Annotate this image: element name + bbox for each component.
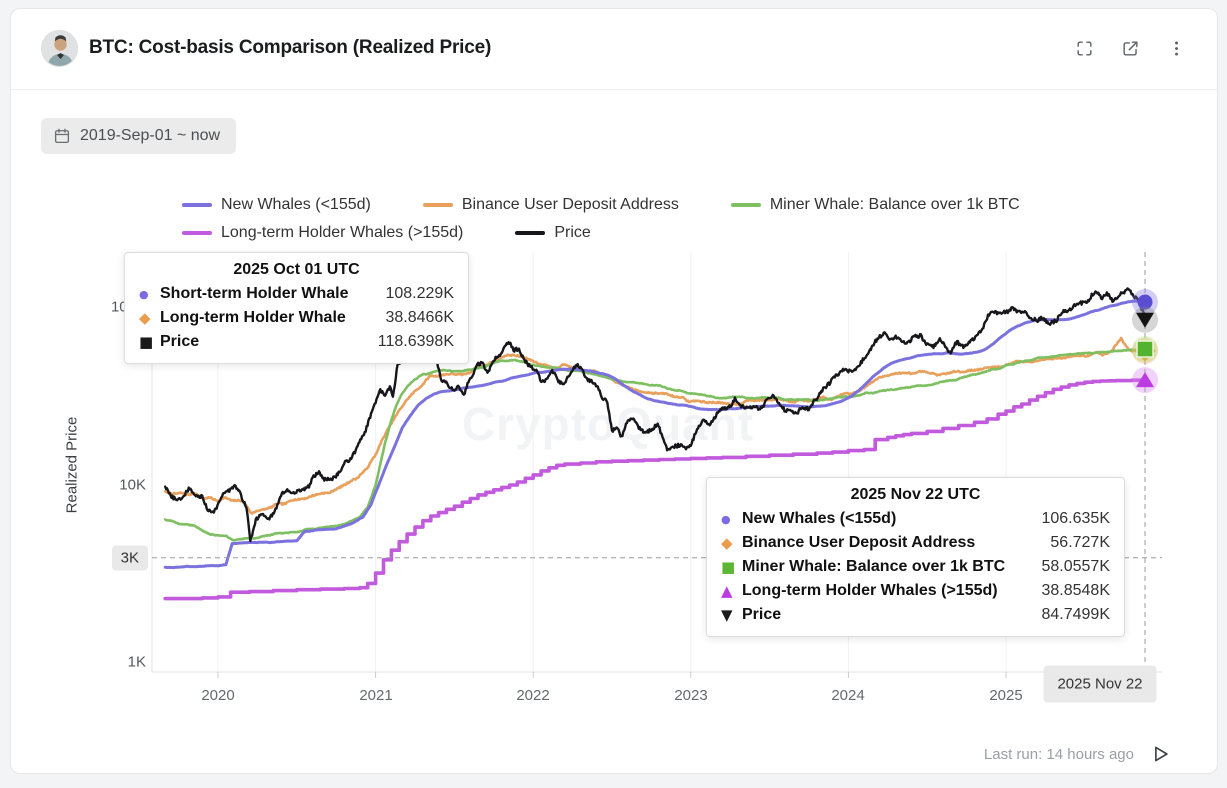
legend-label: Price [554, 223, 591, 241]
legend-item-price[interactable]: Price [515, 223, 591, 242]
legend-item-binance[interactable]: Binance User Deposit Address [422, 195, 679, 214]
last-run-label: Last run: 14 hours ago [983, 745, 1134, 763]
open-in-new-button[interactable] [1119, 37, 1141, 59]
kebab-menu-icon [1167, 39, 1186, 58]
header-actions [1073, 37, 1187, 59]
legend-label: New Whales (<155d) [221, 195, 371, 213]
card-header: BTC: Cost-basis Comparison (Realized Pri… [11, 9, 1217, 90]
legend-label: Binance User Deposit Address [461, 195, 679, 213]
date-range-chip[interactable]: 2019-Sep-01 ~ now [41, 118, 237, 154]
chart-widget-card: BTC: Cost-basis Comparison (Realized Pri… [10, 8, 1218, 774]
open-in-new-icon [1121, 39, 1140, 58]
date-range-label: 2019-Sep-01 ~ now [80, 127, 221, 144]
legend-swatch [182, 202, 212, 207]
legend-item-lth-whales[interactable]: Long-term Holder Whales (>155d) [182, 223, 463, 242]
fullscreen-button[interactable] [1073, 37, 1095, 59]
play-icon [1149, 743, 1171, 765]
legend-swatch [730, 202, 761, 207]
legend-label: Miner Whale: Balance over 1k BTC [769, 195, 1020, 213]
fullscreen-icon [1075, 39, 1094, 58]
more-options-button[interactable] [1165, 37, 1187, 59]
chart-footer: Last run: 14 hours ago [984, 741, 1173, 767]
legend-item-miner-whale[interactable]: Miner Whale: Balance over 1k BTC [730, 195, 1020, 214]
run-button[interactable] [1147, 741, 1173, 767]
page-title: BTC: Cost-basis Comparison (Realized Pri… [89, 37, 492, 58]
legend-label: Long-term Holder Whales (>155d) [221, 223, 464, 241]
legend-item-new-whales[interactable]: New Whales (<155d) [182, 195, 371, 214]
legend-swatch [182, 230, 212, 235]
calendar-icon [53, 127, 71, 145]
avatar[interactable] [41, 30, 78, 67]
legend: New Whales (<155d) Binance User Deposit … [182, 195, 1082, 242]
legend-swatch [515, 230, 546, 235]
legend-swatch [422, 202, 453, 207]
